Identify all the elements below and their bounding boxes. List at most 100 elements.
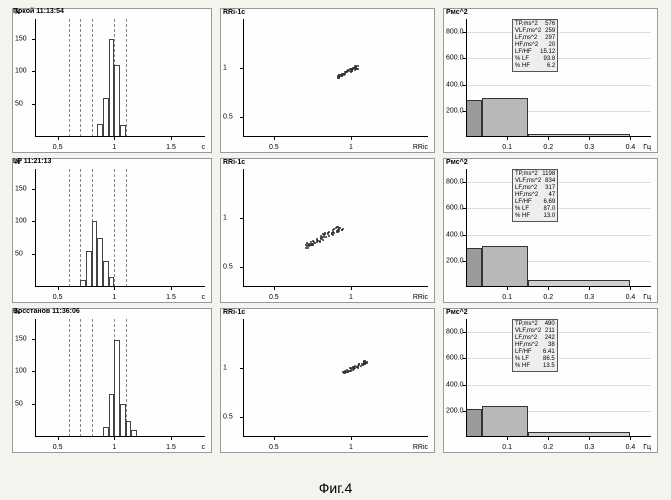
- scatter-dot: [316, 238, 318, 240]
- x-tick-label: 0.1: [502, 144, 512, 151]
- x-tick-label: 0.2: [543, 444, 553, 451]
- x-tick-label: 0.2: [543, 144, 553, 151]
- legend-row: VLF,ms^2834: [515, 178, 555, 185]
- vline: [69, 319, 70, 437]
- scatter-dot: [328, 231, 330, 233]
- y-tick-label: 200.0: [446, 407, 464, 414]
- psd-bar: [466, 409, 482, 437]
- y-tick-label: 50: [15, 101, 23, 108]
- y-tick-label: 200.0: [446, 107, 464, 114]
- hist-panel-2: Восстанов 11:36:06 0.511.550100150сN: [12, 308, 212, 453]
- psd-bar: [482, 98, 527, 137]
- scatter-panel-2: 0.510.51RRiсRRi-1с: [220, 308, 435, 453]
- scatter-dot: [347, 370, 349, 372]
- vline: [80, 169, 81, 287]
- x-tick-label: 0.5: [269, 294, 279, 301]
- y-tick-label: 800.0: [446, 329, 464, 336]
- y-axis-title: Рмс^2: [446, 159, 468, 166]
- legend-row: % HF13.5: [515, 363, 555, 370]
- row-title-2: Восстанов 11:36:06: [13, 308, 80, 315]
- y-tick-label: 100: [15, 218, 27, 225]
- scatter-dot: [307, 247, 309, 249]
- legend-row: % HF13.0: [515, 213, 555, 220]
- x-tick-label: 0.1: [502, 444, 512, 451]
- scatter-dot: [352, 369, 354, 371]
- scatter-dot: [331, 233, 333, 235]
- scatter-dot: [364, 363, 366, 365]
- y-tick-label: 400.0: [446, 81, 464, 88]
- scatter-dot: [338, 227, 340, 229]
- legend-row: HF,ms^238: [515, 342, 555, 349]
- hist-panel-1: LP 11:21:13 0.511.550100150сN: [12, 158, 212, 303]
- vline: [92, 19, 93, 137]
- psd-panel-0: 0.1 0.2 0.3 0.4 200.0 400.0 600.0 800.0 Гц Рмс^2 T…: [443, 8, 658, 153]
- hist-panel-0: Покой 11:13:54 0.511.550100150сN: [12, 8, 212, 153]
- y-tick-label: 600.0: [446, 205, 464, 212]
- legend-row: VLF,ms^2259: [515, 28, 555, 35]
- psd-legend: TP,ms^21198VLF,ms^2834LF,ms^2317HF,ms^24…: [512, 169, 558, 222]
- y-axis-title: Рмс^2: [446, 9, 468, 16]
- y-tick-label: 800.0: [446, 179, 464, 186]
- psd-bar: [466, 100, 482, 137]
- x-tick-label: 0.4: [626, 144, 636, 151]
- scatter-dot: [307, 243, 309, 245]
- psd-plot-2: [466, 319, 651, 437]
- x-tick-label: 1: [349, 294, 353, 301]
- x-tick-label: 0.3: [584, 444, 594, 451]
- x-axis-title: с: [202, 144, 206, 151]
- x-axis-title: RRiс: [413, 294, 428, 301]
- vline: [92, 319, 93, 437]
- vline: [114, 169, 115, 287]
- x-tick-label: 0.4: [626, 444, 636, 451]
- x-axis-title: Гц: [643, 444, 651, 451]
- legend-row: LF,ms^2317: [515, 185, 555, 192]
- x-tick-label: 1.5: [166, 444, 176, 451]
- legend-row: % LF86.5: [515, 356, 555, 363]
- scatter-dot: [325, 236, 327, 238]
- y-tick-label: 800.0: [446, 29, 464, 36]
- psd-panel-1: 0.10.20.30.4200.0400.0600.0800.0ГцРмс^2T…: [443, 158, 658, 303]
- legend-row: % LF87.0: [515, 206, 555, 213]
- legend-row: HF,ms^247: [515, 192, 555, 199]
- scatter-dot: [319, 241, 321, 243]
- vline: [69, 19, 70, 137]
- y-tick-label: 600.0: [446, 355, 464, 362]
- x-axis-title: Гц: [643, 144, 651, 151]
- y-tick-label: 1: [223, 65, 227, 72]
- psd-legend: TP,ms^2576VLF,ms^2259LF,ms^2297HF,ms^220…: [512, 19, 558, 72]
- legend-row: TP,ms^2576: [515, 21, 555, 28]
- y-axis-title: RRi-1с: [223, 159, 245, 166]
- y-tick-label: 200.0: [446, 257, 464, 264]
- x-axis-title: RRiс: [413, 144, 428, 151]
- legend-row: LF/HF15.12: [515, 49, 555, 56]
- x-axis-title: с: [202, 444, 206, 451]
- psd-bar: [482, 406, 527, 437]
- vline: [69, 169, 70, 287]
- x-tick-label: 0.3: [584, 144, 594, 151]
- x-tick-label: 0.3: [584, 294, 594, 301]
- x-tick-label: 0.4: [626, 294, 636, 301]
- legend-row: LF/HF6.41: [515, 349, 555, 356]
- x-tick-label: 0.5: [53, 144, 63, 151]
- y-tick-label: 50: [15, 401, 23, 408]
- x-tick-label: 0.2: [543, 294, 553, 301]
- psd-bar: [466, 248, 482, 287]
- scatter-dot: [328, 235, 330, 237]
- vline: [126, 19, 127, 137]
- x-axis-title: RRiс: [413, 444, 428, 451]
- y-tick-label: 600.0: [446, 55, 464, 62]
- scatter-panel-0: 0.510.51RRiсRRi-1с: [220, 8, 435, 153]
- legend-row: LF,ms^2297: [515, 35, 555, 42]
- row-title-0: Покой 11:13:54: [13, 8, 64, 15]
- y-tick-label: 150: [15, 185, 27, 192]
- legend-row: TP,ms^21198: [515, 171, 555, 178]
- psd-legend: TP,ms^2490VLF,ms^2211LF,ms^2242HF,ms^238…: [512, 319, 558, 372]
- scatter-dot: [358, 363, 360, 365]
- y-tick-label: 1: [223, 365, 227, 372]
- x-axis-title: с: [202, 294, 206, 301]
- hist-plot-0: [35, 19, 205, 137]
- scatter-dot: [366, 362, 368, 364]
- scatter-plot-0: [243, 19, 428, 137]
- y-axis-title: RRi-1с: [223, 309, 245, 316]
- vline: [80, 319, 81, 437]
